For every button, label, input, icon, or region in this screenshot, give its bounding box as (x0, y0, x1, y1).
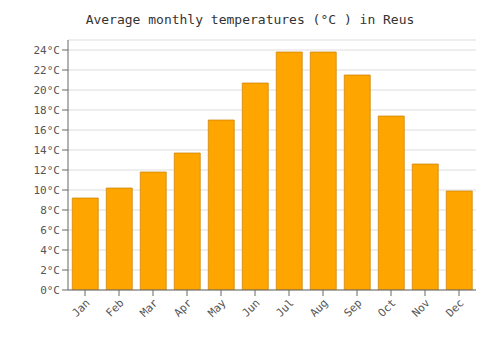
svg-text:Sep: Sep (341, 296, 364, 319)
svg-text:8°C: 8°C (40, 204, 60, 217)
svg-text:Jun: Jun (239, 296, 262, 319)
svg-text:10°C: 10°C (34, 184, 61, 197)
svg-text:22°C: 22°C (34, 64, 61, 77)
svg-text:Aug: Aug (307, 296, 330, 319)
svg-text:Mar: Mar (137, 296, 161, 320)
svg-text:Apr: Apr (171, 296, 195, 320)
svg-text:Nov: Nov (409, 296, 433, 320)
svg-text:24°C: 24°C (34, 44, 61, 57)
svg-text:May: May (205, 296, 229, 320)
svg-text:Dec: Dec (443, 296, 466, 319)
svg-text:12°C: 12°C (34, 164, 61, 177)
svg-text:Jan: Jan (69, 296, 92, 319)
svg-text:Oct: Oct (375, 296, 398, 319)
svg-text:14°C: 14°C (34, 144, 61, 157)
svg-text:18°C: 18°C (34, 104, 61, 117)
svg-text:4°C: 4°C (40, 244, 60, 257)
html-text:Average monthly temperatures (: Average monthly temperatures (°C ) in Re… (85, 12, 415, 27)
svg-text:Feb: Feb (103, 296, 126, 319)
svg-text:6°C: 6°C (40, 224, 60, 237)
svg-text:0°C: 0°C (40, 284, 60, 297)
svg-text:16°C: 16°C (34, 124, 61, 137)
svg-text:20°C: 20°C (34, 84, 61, 97)
svg-text:2°C: 2°C (40, 264, 60, 277)
svg-text:Jul: Jul (273, 296, 296, 319)
